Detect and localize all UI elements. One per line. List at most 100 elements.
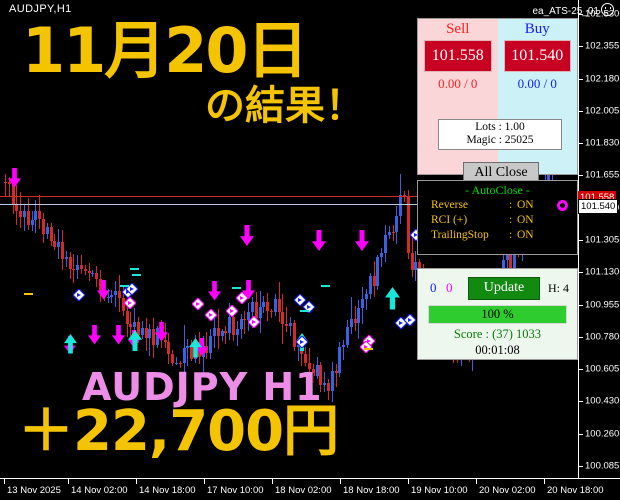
- entry-marker-icon: [125, 282, 139, 296]
- score-text: Score : (37) 1033: [453, 327, 542, 341]
- magic-row: Magic : 25025: [439, 134, 561, 147]
- sell-signal-arrow-icon: [8, 168, 21, 188]
- price-axis-tick: 102.005: [579, 105, 620, 117]
- sell-signal-arrow-icon: [97, 280, 110, 300]
- sell-signal-arrow-icon: [88, 325, 101, 345]
- level-dash-icon: [300, 310, 309, 312]
- sell-stats: 0.00 / 0: [438, 76, 478, 91]
- price-axis-tick: 100.955: [579, 299, 620, 311]
- buy-signal-arrow-icon: [64, 334, 77, 354]
- autoclose-row: Reverse: ON: [418, 198, 577, 213]
- autoclose-row: TrailingStop: ON: [418, 228, 577, 243]
- buy-signal-arrow-icon: [189, 338, 202, 358]
- sell-signal-arrow-icon: [208, 281, 221, 301]
- sell-label: Sell: [446, 21, 470, 37]
- sell-signal-arrow-icon: [112, 325, 125, 345]
- autoclose-title: - AutoClose -: [465, 183, 530, 197]
- buy-column: Buy 101.540 0.00 / 0: [497, 19, 577, 174]
- entry-marker-icon: [235, 291, 249, 305]
- price-axis-tick: 101.305: [579, 234, 620, 246]
- profit-caption: ＋22,700円: [18, 399, 339, 464]
- autoclose-sep: :: [509, 199, 513, 211]
- entry-marker-icon: [359, 340, 373, 354]
- buy-signal-arrow-icon: [128, 330, 142, 351]
- level-dash-icon: [130, 268, 139, 270]
- autoclose-key: TrailingStop: [431, 229, 489, 241]
- buy-label: Buy: [524, 21, 550, 37]
- autoclose-key: Reverse: [431, 199, 469, 211]
- price-axis[interactable]: 102.530 102.355 102.180 102.005 101.830 101.6…: [578, 0, 620, 478]
- status-dot-icon: [557, 200, 568, 211]
- ea-title-text: ea_ATS-25_01: [532, 6, 599, 17]
- sell-signal-arrow-icon: [240, 225, 254, 246]
- price-axis-tick: 102.355: [579, 40, 620, 52]
- price-axis-tick: 100.260: [579, 428, 620, 440]
- autoclose-value: ON: [517, 214, 534, 226]
- lots-label: Lots: [475, 121, 496, 133]
- lots-value: : 1.00: [498, 121, 525, 133]
- autoclose-sep: :: [509, 229, 513, 241]
- lots-magic-box: Lots : 1.00 Magic : 25025: [438, 119, 562, 150]
- level-dash-icon: [364, 348, 373, 350]
- bid-price-tag: 101.540: [578, 199, 619, 214]
- entry-marker-icon: [295, 335, 309, 349]
- trade-panel[interactable]: Sell 101.558 0.00 / 0 Buy 101.540 0.00 /…: [417, 18, 578, 184]
- price-axis-tick: 101.830: [579, 137, 620, 149]
- entry-marker-icon: [225, 304, 239, 318]
- sell-signal-arrow-icon: [196, 338, 208, 356]
- autoclose-value: ON: [517, 199, 534, 211]
- bid-level-line: [0, 204, 578, 205]
- entry-marker-icon: [123, 296, 137, 310]
- price-axis-tick: 100.605: [579, 363, 620, 375]
- autoclose-row: RCI (+): ON: [418, 213, 577, 228]
- smiley-face-icon: [601, 3, 614, 16]
- time-axis[interactable]: 13 Nov 2025 14 Nov 02:00 14 Nov 18:00 17 No…: [0, 478, 620, 500]
- autoclose-sep: :: [509, 214, 513, 226]
- hours-label: H: 4: [548, 280, 569, 295]
- sell-signal-arrow-icon: [355, 230, 369, 251]
- ask-level-line: [0, 196, 578, 197]
- price-axis-tick: 100.430: [579, 395, 620, 407]
- sell-signal-arrow-icon: [155, 322, 168, 342]
- count-blue: 0: [430, 280, 437, 295]
- level-dash-icon: [24, 293, 33, 295]
- price-axis-tick: 102.180: [579, 73, 620, 85]
- update-button[interactable]: Update: [468, 276, 540, 300]
- update-panel[interactable]: 0 0 Update H: 4 100 % Score : (37) 1033 …: [417, 268, 578, 360]
- headline-result: の結果！: [205, 83, 365, 129]
- update-row: 0 0 Update H: 4: [418, 275, 577, 301]
- progress-bar: 100 %: [428, 305, 567, 324]
- buy-signal-arrow-icon: [385, 287, 400, 310]
- level-dash-icon: [120, 285, 129, 287]
- entry-marker-icon: [247, 315, 261, 329]
- price-axis-tick: 100.780: [579, 331, 620, 343]
- buy-button[interactable]: 101.540: [503, 40, 571, 72]
- buy-stats: 0.00 / 0: [517, 76, 557, 91]
- entry-marker-icon: [204, 308, 218, 322]
- magic-label: Magic: [466, 134, 496, 146]
- lots-row: Lots : 1.00: [439, 121, 561, 134]
- autoclose-key: RCI (+): [431, 214, 468, 226]
- price-axis-tick: 101.655: [579, 169, 620, 181]
- headline-date: 11月20日: [22, 14, 309, 87]
- autoclose-value: ON: [517, 229, 534, 241]
- sell-signal-arrow-icon: [312, 230, 326, 251]
- pair-caption: AUDJPY H1: [82, 365, 323, 409]
- count-pink: 0: [446, 280, 453, 295]
- price-axis-tick: 100.085: [579, 460, 620, 472]
- level-dash-icon: [232, 287, 241, 289]
- price-axis-tick: 101.130: [579, 266, 620, 278]
- sell-button[interactable]: 101.558: [424, 40, 492, 72]
- symbol-label: AUDJPY,H1: [9, 3, 72, 15]
- ea-title: ea_ATS-25_01: [532, 3, 614, 17]
- sell-column: Sell 101.558 0.00 / 0: [418, 19, 498, 174]
- all-close-button[interactable]: All Close: [463, 162, 539, 184]
- magic-value: : 25025: [498, 134, 534, 146]
- clock-text: 00:01:08: [475, 343, 520, 357]
- entry-marker-icon: [72, 288, 86, 302]
- entry-marker-icon: [403, 313, 417, 327]
- entry-marker-icon: [191, 297, 205, 311]
- level-dash-icon: [321, 285, 330, 287]
- autoclose-panel[interactable]: - AutoClose - Reverse: ON RCI (+): ON Traili…: [417, 180, 578, 255]
